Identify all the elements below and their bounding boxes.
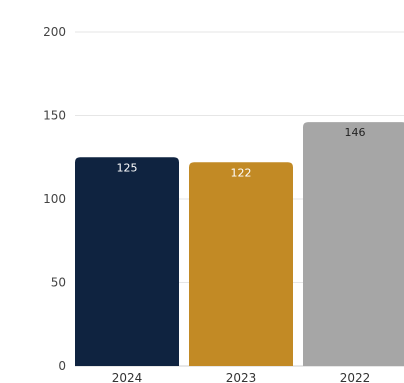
y-tick-label: 150	[43, 109, 66, 123]
y-axis: 0 50 100 150 200	[43, 25, 66, 373]
bars: 125 122 146	[75, 122, 404, 366]
y-tick-label: 200	[43, 25, 66, 39]
data-label: 125	[117, 161, 138, 174]
x-tick-label: 2022	[340, 371, 371, 383]
bar-2024[interactable]	[75, 157, 179, 366]
y-tick-label: 50	[51, 276, 66, 290]
x-tick-label: 2023	[226, 371, 257, 383]
x-axis: 2024 2023 2022	[112, 371, 371, 383]
bar-2023[interactable]	[189, 162, 293, 366]
data-label: 146	[345, 126, 366, 139]
x-tick-label: 2024	[112, 371, 143, 383]
data-label: 122	[231, 166, 252, 179]
bar-2022[interactable]	[303, 122, 404, 366]
y-tick-label: 0	[58, 359, 66, 373]
y-tick-label: 100	[43, 192, 66, 206]
